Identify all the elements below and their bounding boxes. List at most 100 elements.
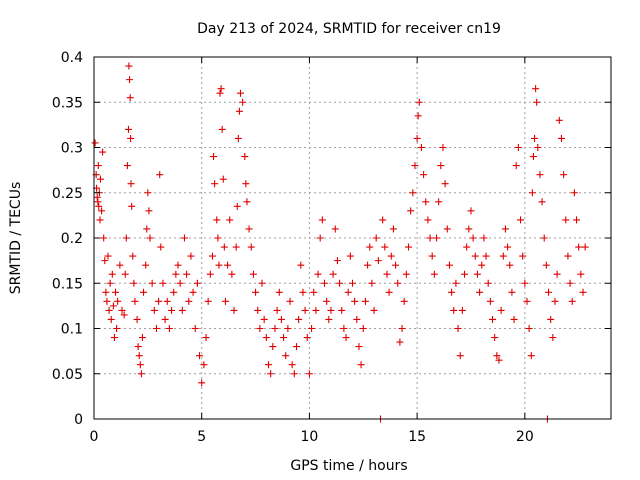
data-point: [437, 162, 445, 170]
data-point: [180, 234, 188, 242]
data-point: [312, 306, 320, 314]
data-point: [130, 279, 138, 287]
data-point: [245, 225, 253, 233]
data-point: [374, 257, 382, 265]
data-point: [456, 352, 464, 360]
data-point: [297, 261, 305, 269]
data-point: [351, 297, 359, 305]
y-tick-label: 0.1: [61, 322, 83, 338]
data-point: [120, 311, 128, 319]
data-point: [133, 315, 141, 323]
data-point: [134, 343, 142, 351]
data-point: [98, 207, 106, 215]
data-point: [105, 306, 113, 314]
data-point: [280, 334, 288, 342]
data-point: [564, 252, 572, 260]
data-point: [219, 175, 227, 183]
data-point: [122, 234, 130, 242]
data-point: [392, 261, 400, 269]
data-point: [200, 361, 208, 369]
data-point: [353, 315, 361, 323]
data-point: [252, 288, 260, 296]
data-point: [187, 252, 195, 260]
data-point: [228, 270, 236, 278]
data-point: [202, 334, 210, 342]
data-point: [136, 361, 144, 369]
y-tick-label: 0.05: [52, 367, 83, 383]
data-point: [405, 243, 413, 251]
data-point: [178, 306, 186, 314]
data-point: [271, 325, 279, 332]
data-point: [489, 315, 497, 323]
y-tick-label: 0.35: [52, 95, 83, 111]
data-point: [94, 162, 102, 170]
data-point: [533, 98, 541, 106]
data-point: [138, 334, 146, 342]
data-point: [409, 189, 417, 197]
data-point: [96, 216, 104, 224]
data-point: [486, 297, 494, 305]
data-point: [118, 306, 126, 314]
data-point: [523, 297, 531, 305]
data-point: [368, 279, 376, 287]
data-point: [215, 261, 223, 269]
data-point: [114, 297, 122, 305]
data-point: [168, 306, 176, 314]
data-point: [499, 252, 507, 260]
data-point: [540, 234, 548, 242]
chart-title: Day 213 of 2024, SRMTID for receiver cn1…: [197, 21, 501, 37]
data-point: [208, 252, 216, 260]
data-point: [557, 134, 565, 142]
data-point: [204, 297, 212, 305]
data-point: [243, 198, 251, 206]
data-point: [333, 257, 341, 265]
data-point: [372, 234, 380, 242]
data-point: [191, 325, 199, 332]
data-point: [282, 352, 290, 360]
data-point: [131, 297, 139, 305]
data-point: [236, 89, 244, 97]
data-point: [383, 270, 391, 278]
data-point: [553, 270, 561, 278]
data-point: [295, 315, 303, 323]
data-point: [198, 379, 206, 387]
x-tick-label: 5: [197, 429, 206, 445]
data-point: [104, 252, 112, 260]
data-point: [579, 288, 587, 296]
data-point: [471, 252, 479, 260]
data-point: [217, 85, 225, 93]
data-point: [247, 243, 255, 251]
data-point: [100, 234, 108, 242]
data-point: [531, 134, 539, 142]
data-point: [155, 297, 163, 305]
data-point: [127, 180, 135, 188]
data-point: [414, 112, 422, 120]
data-point: [551, 297, 559, 305]
data-point: [443, 225, 451, 233]
data-point: [91, 139, 99, 147]
data-point: [239, 98, 247, 106]
grid-layer: [94, 57, 611, 419]
data-point: [206, 270, 214, 278]
plot-frame: [93, 56, 612, 420]
data-point: [109, 302, 117, 310]
data-point: [495, 356, 503, 364]
data-point: [422, 198, 430, 206]
data-point: [452, 279, 460, 287]
data-point: [528, 189, 536, 197]
data-point: [473, 270, 481, 278]
data-point: [275, 288, 283, 296]
data-point: [497, 306, 505, 314]
data-point: [547, 315, 555, 323]
data-point: [144, 189, 152, 197]
data-point: [124, 125, 132, 133]
data-point: [426, 234, 434, 242]
data-point: [150, 306, 158, 314]
data-point: [407, 207, 415, 215]
data-point: [301, 306, 309, 314]
data-point: [517, 216, 525, 224]
data-point: [342, 334, 350, 342]
data-point: [338, 306, 346, 314]
data-point: [103, 297, 111, 305]
y-tick-label: 0.4: [61, 50, 83, 66]
